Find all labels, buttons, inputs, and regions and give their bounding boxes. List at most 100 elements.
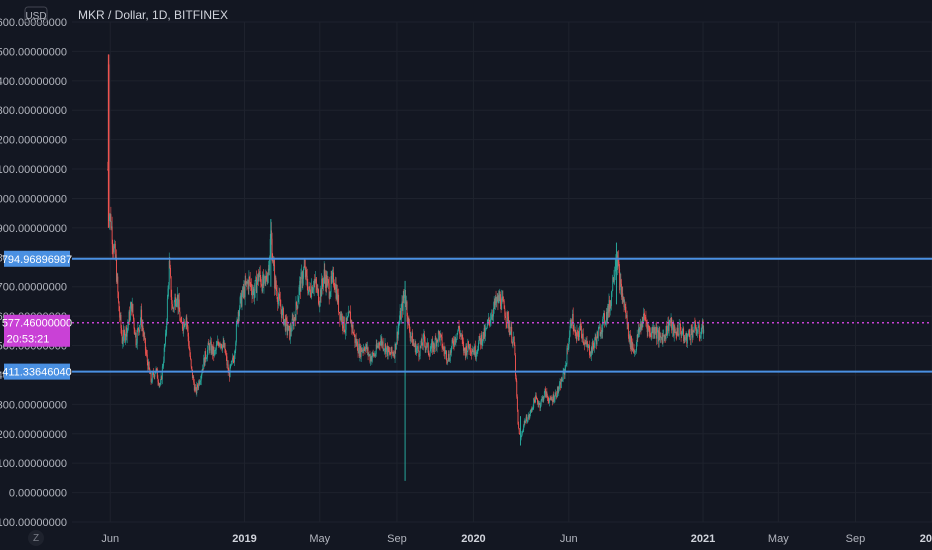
- candle-body: [690, 339, 691, 340]
- candle-body: [531, 407, 533, 410]
- x-tick-label: 2022: [920, 533, 932, 545]
- candle-body: [574, 329, 575, 331]
- candle-body: [486, 327, 488, 329]
- candle-body: [693, 321, 695, 333]
- candle-body: [321, 278, 323, 285]
- candle-body: [619, 279, 621, 291]
- candle-body: [151, 381, 153, 383]
- candle-body: [703, 329, 705, 334]
- candle-body: [370, 356, 372, 362]
- candle-body: [279, 299, 281, 307]
- y-tick-label: 0.00000000: [9, 488, 67, 500]
- candle-body: [633, 349, 635, 353]
- candle-body: [157, 378, 159, 382]
- level-price-tag: [4, 363, 70, 380]
- candle-body: [321, 278, 323, 297]
- candle-body: [247, 282, 249, 289]
- candle-body: [566, 348, 568, 365]
- candle-body: [405, 296, 407, 305]
- candle-body: [273, 260, 275, 266]
- candle-body: [126, 327, 128, 337]
- candle-body: [614, 274, 616, 277]
- candle-body: [360, 345, 361, 358]
- candle-body: [525, 420, 526, 424]
- candle-body: [289, 325, 291, 340]
- candle-body: [530, 409, 532, 411]
- candle-body: [154, 373, 156, 377]
- y-tick-label: 1000.00000000: [0, 193, 67, 205]
- candle-body: [150, 372, 152, 382]
- candle-body: [169, 260, 171, 268]
- candle-body: [403, 295, 405, 298]
- candle-body: [617, 258, 619, 268]
- candle-body: [665, 326, 667, 339]
- horizontal-levels[interactable]: [72, 257, 932, 373]
- candle-body: [616, 255, 618, 268]
- candle-body: [630, 336, 632, 348]
- candle-body: [418, 350, 420, 357]
- candle-body: [377, 345, 379, 347]
- candle-body: [531, 409, 533, 411]
- candle-body: [505, 316, 506, 318]
- candle-body: [206, 357, 208, 359]
- candle-body: [651, 331, 653, 338]
- candle-body: [124, 331, 126, 341]
- candle-body: [538, 403, 540, 404]
- candle-body: [116, 276, 118, 282]
- candle-body: [466, 346, 468, 355]
- candle-body: [161, 366, 163, 380]
- candle-body: [152, 372, 154, 374]
- candle-body: [198, 381, 200, 388]
- candle-body: [570, 319, 572, 327]
- candle-body: [306, 275, 308, 287]
- candle-body: [233, 359, 235, 363]
- candle-body: [386, 345, 388, 348]
- candle-body: [415, 348, 417, 354]
- x-tick-label: 2019: [232, 533, 256, 545]
- candle-body: [536, 398, 538, 403]
- candle-body: [372, 352, 374, 354]
- candle-body: [238, 311, 240, 317]
- zoom-button[interactable]: Z: [28, 530, 44, 546]
- candle-body: [459, 327, 461, 334]
- candle-body: [569, 326, 571, 337]
- candle-body: [646, 321, 648, 324]
- candle-body: [230, 365, 232, 366]
- candle-body: [485, 328, 487, 330]
- candle-body: [248, 276, 250, 289]
- candle-body: [460, 333, 462, 337]
- time-axis[interactable]: Jun 2019 May Sep 2020 Jun 2021 May Sep 2022: [101, 533, 932, 545]
- candle-body: [682, 328, 684, 334]
- candle-body: [390, 354, 392, 355]
- candle-body: [215, 345, 217, 350]
- candle-body: [356, 341, 358, 345]
- candle-body: [200, 380, 202, 383]
- candle-body: [444, 351, 446, 355]
- candle-body: [489, 319, 491, 324]
- candle-body: [669, 321, 671, 323]
- level-price-tag: [4, 250, 70, 267]
- candle-body: [656, 331, 658, 339]
- candle-body: [168, 285, 170, 289]
- candle-body: [399, 310, 401, 322]
- candle-body: [701, 328, 703, 332]
- candle-body: [473, 350, 474, 352]
- candle-body: [348, 311, 350, 317]
- candle-body: [637, 334, 639, 338]
- candle-body: [648, 327, 650, 332]
- candle-body: [309, 286, 311, 290]
- candle-body: [111, 226, 112, 229]
- candle-body: [637, 328, 639, 338]
- candle-body: [677, 327, 679, 335]
- candle-body: [291, 318, 293, 331]
- candle-body: [199, 382, 201, 385]
- candle-body: [235, 324, 237, 343]
- candle-body: [667, 321, 669, 331]
- candle-body: [158, 383, 160, 385]
- candle-body: [209, 343, 211, 351]
- candle-body: [351, 324, 353, 329]
- currency-badge[interactable]: USD: [24, 6, 48, 24]
- candle-body: [352, 324, 354, 334]
- candle-body: [551, 399, 553, 401]
